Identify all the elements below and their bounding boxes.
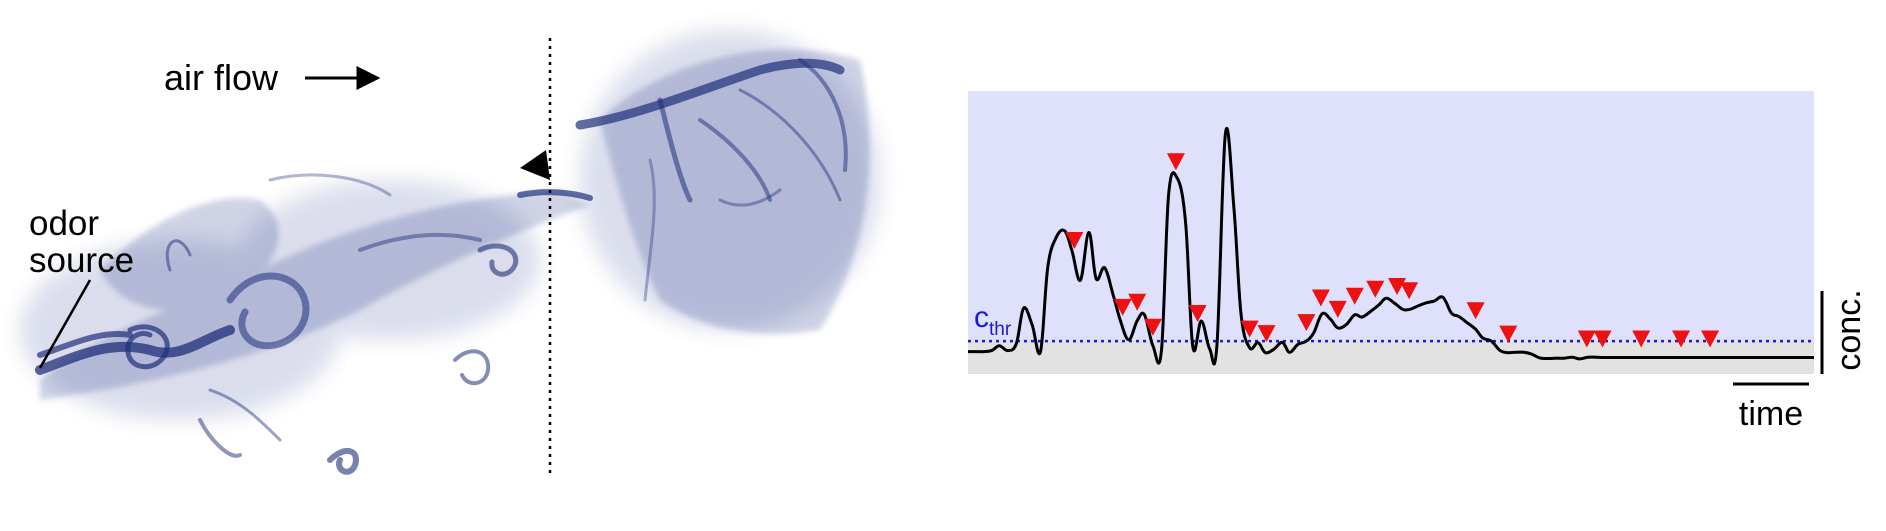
air-flow-label: air flow: [164, 57, 279, 98]
odor-plume-image: [20, 30, 880, 475]
red-down-triangle-icon: [1188, 305, 1207, 323]
red-down-triangle-icon: [1166, 153, 1185, 171]
odor-source-pointer: [38, 279, 92, 369]
red-down-triangle-icon: [1593, 330, 1612, 348]
red-down-triangle-icon: [1366, 280, 1385, 298]
red-down-triangle-icon: [1672, 330, 1691, 348]
red-down-triangle-icon: [1466, 302, 1485, 320]
red-down-triangle-icon: [1400, 282, 1419, 300]
peak-markers: [1065, 153, 1720, 348]
red-down-triangle-icon: [1257, 325, 1276, 343]
red-down-triangle-icon: [1297, 314, 1316, 332]
red-down-triangle-icon: [1311, 289, 1330, 307]
above-threshold-region: [968, 91, 1814, 342]
red-down-triangle-icon: [1499, 325, 1518, 343]
odor-source-label-line1: odor: [29, 204, 99, 243]
red-down-triangle-icon: [1113, 298, 1132, 316]
x-axis-label: time: [1739, 395, 1803, 433]
red-down-triangle-icon: [1143, 318, 1162, 336]
red-down-triangle-icon: [1065, 232, 1084, 250]
black-triangle-icon: [520, 150, 550, 180]
y-axis-label: conc.: [1830, 289, 1868, 370]
threshold-label: cthr: [974, 301, 1012, 340]
red-down-triangle-icon: [1240, 320, 1259, 338]
red-down-triangle-icon: [1345, 287, 1364, 305]
red-down-triangle-icon: [1128, 293, 1147, 311]
concentration-trace: [967, 126, 1814, 366]
red-down-triangle-icon: [1701, 330, 1720, 348]
concentration-chart: cthr conc. time: [967, 91, 1868, 433]
odor-source-label-line2: source: [29, 241, 134, 280]
red-down-triangle-icon: [1328, 300, 1347, 318]
red-down-triangle-icon: [1632, 330, 1651, 348]
red-down-triangle-icon: [1577, 330, 1596, 348]
